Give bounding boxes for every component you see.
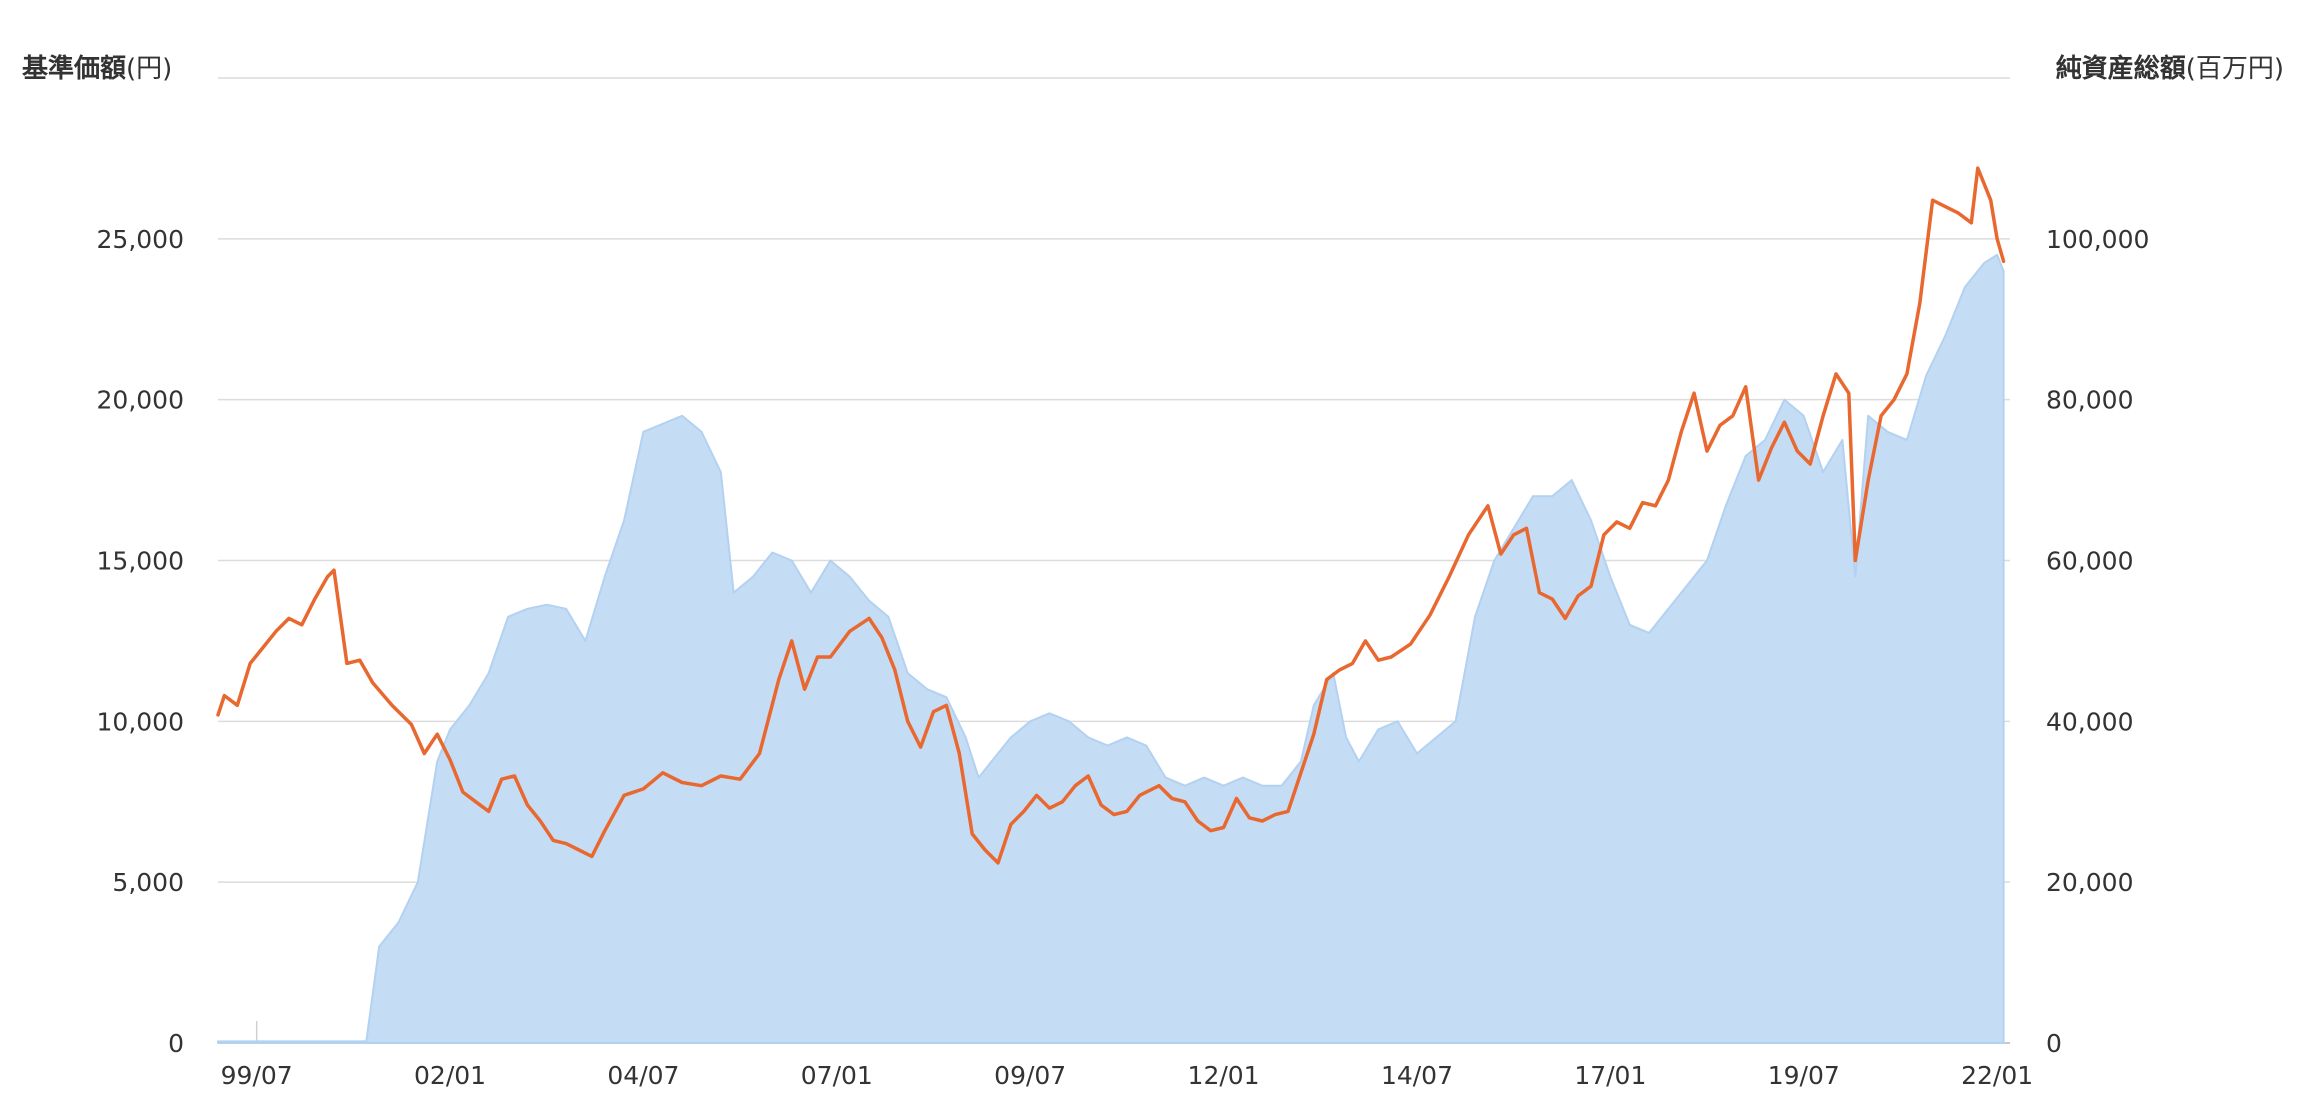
x-tick-label: 99/07 <box>221 1061 293 1090</box>
left-tick-label: 5,000 <box>112 868 184 897</box>
x-tick-label: 09/07 <box>994 1061 1066 1090</box>
x-tick-label: 04/07 <box>607 1061 679 1090</box>
left-tick-label: 25,000 <box>97 225 184 254</box>
x-tick-label: 12/01 <box>1188 1061 1260 1090</box>
x-tick-label: 07/01 <box>801 1061 873 1090</box>
net-assets-area-layer <box>217 253 2005 1044</box>
x-tick-label: 22/01 <box>1961 1061 2033 1090</box>
x-tick-label: 14/07 <box>1381 1061 1453 1090</box>
left-axis-title: 基準価額(円) <box>22 53 172 84</box>
left-tick-label: 0 <box>168 1029 184 1058</box>
right-tick-label: 40,000 <box>2046 707 2133 736</box>
right-axis-title: 純資産総額(百万円) <box>2056 53 2284 84</box>
left-tick-label: 10,000 <box>97 707 184 736</box>
x-tick-label: 02/01 <box>414 1061 486 1090</box>
tick-labels: 0 5,000 10,000 15,000 20,000 25,000 0 20,000 40,… <box>97 225 2150 1090</box>
nav-line-layer <box>216 166 2006 865</box>
x-tick-label: 19/07 <box>1768 1061 1840 1090</box>
left-tick-label: 20,000 <box>97 386 184 415</box>
right-tick-label: 60,000 <box>2046 547 2133 576</box>
right-tick-label: 20,000 <box>2046 868 2133 897</box>
left-tick-label: 15,000 <box>97 547 184 576</box>
right-tick-label: 0 <box>2046 1029 2062 1058</box>
right-tick-label: 80,000 <box>2046 386 2133 415</box>
x-tick-label: 17/01 <box>1574 1061 1646 1090</box>
right-tick-label: 100,000 <box>2046 225 2149 254</box>
net-assets-area <box>217 253 2005 1044</box>
nav-line <box>216 166 2006 865</box>
